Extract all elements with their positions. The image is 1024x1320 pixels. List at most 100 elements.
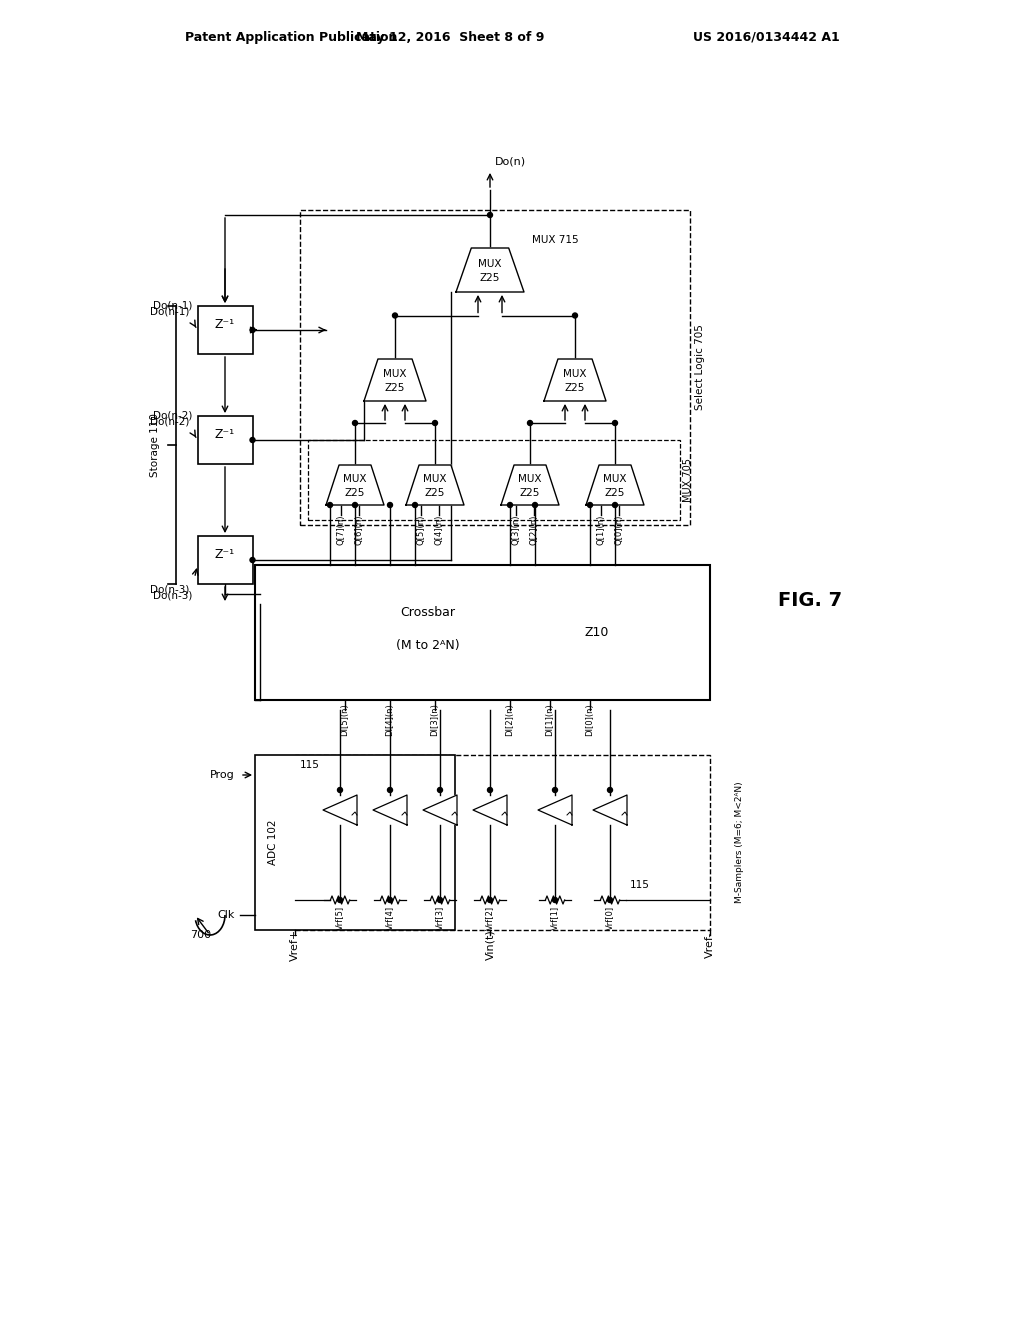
Text: Vrf[2]: Vrf[2] [485,906,495,931]
Text: Storage 110: Storage 110 [151,413,161,477]
Text: Do(n-1): Do(n-1) [151,308,189,317]
Text: 115: 115 [300,760,319,770]
Text: MUX: MUX [383,370,407,379]
Bar [295,755,710,931]
Bar [198,416,253,465]
Text: FIG. 7: FIG. 7 [778,590,842,610]
Circle shape [527,421,532,425]
Text: MUX: MUX [478,259,502,269]
Circle shape [532,503,538,507]
Text: Z⁻¹: Z⁻¹ [215,429,236,441]
Circle shape [437,898,442,903]
Text: MUX 705: MUX 705 [683,458,693,502]
Text: MUX: MUX [563,370,587,379]
Text: Vrf[0]: Vrf[0] [605,906,614,931]
Text: Q[3](n): Q[3](n) [512,515,520,545]
Text: Do(n-3): Do(n-3) [151,585,189,595]
Circle shape [250,327,255,333]
Text: Vrf[3]: Vrf[3] [435,906,444,931]
Polygon shape [593,795,627,825]
Text: Vref+: Vref+ [290,929,300,961]
Circle shape [328,503,333,507]
Polygon shape [326,465,384,506]
Text: Clk: Clk [218,909,234,920]
Circle shape [487,788,493,792]
Text: Vref-: Vref- [705,932,715,958]
Text: Z25: Z25 [480,273,500,282]
Text: M-Samplers (M=6; M<2ᴬN): M-Samplers (M=6; M<2ᴬN) [735,781,744,903]
Circle shape [250,437,255,442]
Text: Q[4](n): Q[4](n) [434,515,443,545]
Circle shape [553,898,557,903]
Text: Do(n): Do(n) [495,157,526,168]
Circle shape [553,788,557,792]
Text: DI[2](n): DI[2](n) [506,704,514,737]
Polygon shape [406,465,464,506]
Circle shape [352,421,357,425]
Circle shape [338,788,342,792]
Circle shape [437,788,442,792]
Circle shape [588,503,593,507]
Text: (M to 2ᴬN): (M to 2ᴬN) [396,639,460,652]
Circle shape [352,503,357,507]
Text: DI[3](n): DI[3](n) [430,704,439,737]
Polygon shape [501,465,559,506]
Circle shape [392,313,397,318]
Circle shape [487,213,493,218]
Text: Z25: Z25 [565,383,585,393]
Circle shape [413,503,418,507]
Text: Vrf[4]: Vrf[4] [385,906,394,931]
Text: Do(n-2): Do(n-2) [154,411,193,420]
Circle shape [612,421,617,425]
Circle shape [250,557,255,562]
Text: 700: 700 [190,931,211,940]
Circle shape [572,313,578,318]
Text: MUX: MUX [518,474,542,484]
Bar [198,306,253,354]
Text: MUX 715: MUX 715 [532,235,579,246]
Polygon shape [544,359,606,401]
Text: May 12, 2016  Sheet 8 of 9: May 12, 2016 Sheet 8 of 9 [355,30,544,44]
Text: DI[4](n): DI[4](n) [385,704,394,737]
Text: MUX: MUX [423,474,446,484]
Text: Q[5](n): Q[5](n) [417,515,426,545]
Circle shape [387,788,392,792]
Polygon shape [538,795,572,825]
Circle shape [607,898,612,903]
Polygon shape [323,795,357,825]
Text: Vin(t): Vin(t) [485,929,495,961]
Text: Patent Application Publication: Patent Application Publication [185,30,397,44]
Circle shape [487,898,493,903]
Text: Z25: Z25 [425,488,445,498]
Bar [300,210,690,525]
Text: Z25: Z25 [345,488,366,498]
Circle shape [612,503,617,507]
Text: Q[2](n): Q[2](n) [529,515,539,545]
Polygon shape [423,795,457,825]
Bar [255,565,710,700]
Text: Z25: Z25 [605,488,626,498]
Text: 115: 115 [630,880,650,890]
Text: Vrf[5]: Vrf[5] [336,906,344,931]
Bar [308,440,680,520]
Text: Z⁻¹: Z⁻¹ [215,318,236,331]
Text: Q[1](n): Q[1](n) [597,515,605,545]
Bar [255,755,455,931]
Text: Prog: Prog [210,770,234,780]
Text: US 2016/0134442 A1: US 2016/0134442 A1 [693,30,840,44]
Text: Select Logic 705: Select Logic 705 [695,325,705,411]
Circle shape [387,898,392,903]
Text: Do(n-2): Do(n-2) [151,417,189,426]
Circle shape [508,503,512,507]
Text: DI[0](n): DI[0](n) [586,704,595,737]
Polygon shape [364,359,426,401]
Text: Q[7](n): Q[7](n) [337,515,345,545]
Polygon shape [473,795,507,825]
Bar [198,536,253,583]
Text: Do(n-1): Do(n-1) [154,300,193,310]
Text: Crossbar: Crossbar [400,606,456,619]
Text: Q[6](n): Q[6](n) [354,515,364,545]
Circle shape [387,503,392,507]
Circle shape [432,421,437,425]
Text: Vrf[1]: Vrf[1] [551,906,559,931]
